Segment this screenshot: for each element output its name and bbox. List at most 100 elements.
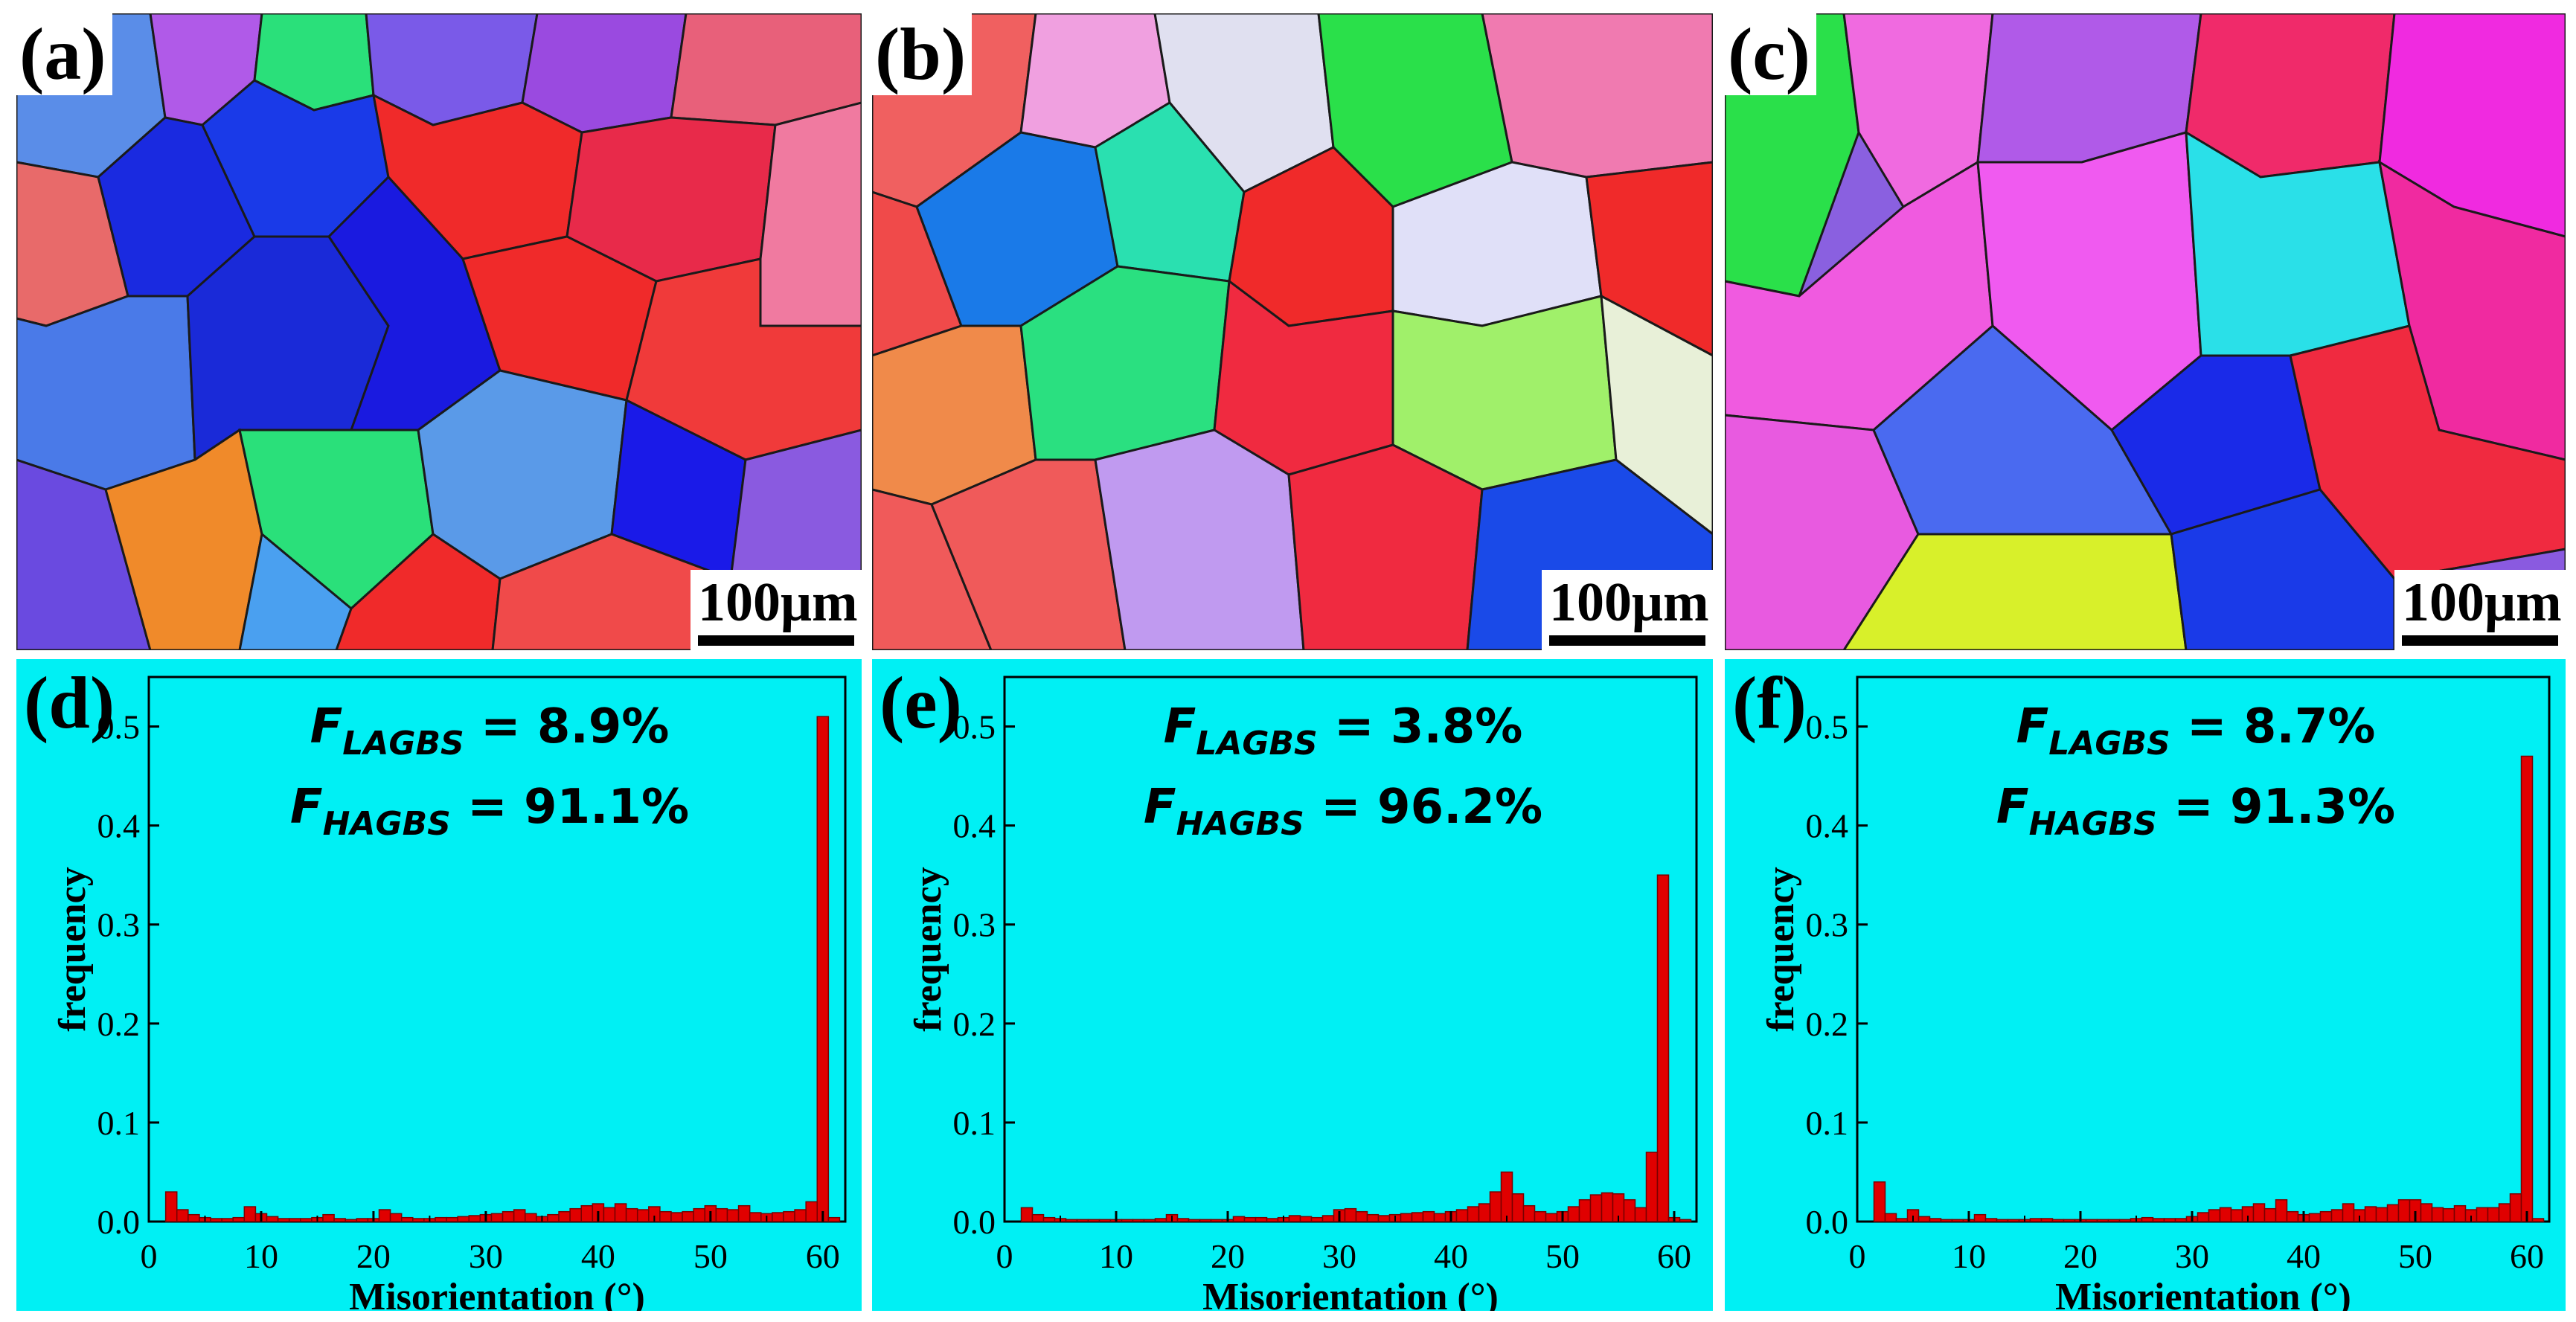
histogram-bar — [1087, 1219, 1100, 1222]
misorientation-histogram-f: 0 10 20 30 40 50 60 0.0 0.1 0.2 0.3 0.4 0.5 Misorient… — [1732, 661, 2551, 1311]
histogram-bar — [1522, 1204, 1536, 1222]
y-tick-label: 0.4 — [953, 807, 996, 845]
histogram-bar — [783, 1210, 795, 1222]
histogram-bar — [749, 1212, 762, 1222]
y-tick-label: 0.5 — [1806, 708, 1849, 746]
histogram-bar — [457, 1216, 470, 1222]
x-tick-label: 40 — [2287, 1237, 2321, 1275]
annotation-fraction: FLAGBS = 3.8% — [1164, 699, 1523, 763]
scale-bar-label-b: 100μm — [1549, 572, 1709, 633]
ebsd-grain-map-b — [872, 13, 1713, 650]
histogram-bar — [1578, 1199, 1592, 1222]
annotation-fraction: FHAGBS = 91.1% — [290, 780, 689, 843]
ebsd-map-b: (b) 100μm — [872, 13, 1713, 650]
histogram-bar — [2319, 1210, 2333, 1222]
x-axis-label: Misorientation (°) — [349, 1276, 645, 1311]
histogram-bar — [2096, 1219, 2109, 1222]
histogram-bar — [1601, 1192, 1614, 1222]
histogram-bar — [1623, 1199, 1636, 1222]
histogram-bar — [513, 1209, 526, 1222]
scale-bar-b: 100μm — [1542, 570, 1713, 650]
histogram-bar — [2208, 1209, 2221, 1222]
histogram-bar — [1634, 1207, 1647, 1222]
x-tick-label: 50 — [693, 1237, 728, 1275]
histogram-bar — [1031, 1213, 1045, 1222]
histogram-bar — [356, 1218, 369, 1222]
histogram-bar — [614, 1203, 627, 1222]
histogram-bar — [1210, 1219, 1223, 1222]
histogram-bar — [2230, 1209, 2243, 1222]
histogram-bar — [1996, 1219, 2009, 1222]
histogram-bar — [2163, 1218, 2176, 1222]
histogram-bar — [1288, 1215, 1301, 1222]
histogram-bar — [794, 1209, 807, 1222]
histogram-bar — [670, 1212, 683, 1222]
panel-label-c: (c) — [1725, 13, 1816, 95]
histogram-bar — [300, 1218, 313, 1222]
histogram-bar — [1042, 1216, 1056, 1222]
histogram-bar — [1873, 1181, 1886, 1222]
histogram-bar — [345, 1219, 358, 1222]
ebsd-grain-map-c — [1725, 13, 2566, 650]
annotation-fraction: FHAGBS = 91.3% — [1996, 780, 2395, 843]
scale-bar-line-a — [698, 635, 854, 646]
histogram-bar — [1500, 1171, 1513, 1222]
x-tick-label: 60 — [806, 1237, 840, 1275]
y-tick-label: 0.3 — [97, 906, 141, 944]
histogram-bar — [2442, 1207, 2455, 1222]
histogram-bar — [2476, 1207, 2489, 1222]
plot-frame — [147, 676, 847, 1223]
histogram-bar — [232, 1216, 246, 1222]
histogram-bar — [726, 1209, 740, 1222]
x-tick-label: 10 — [1099, 1237, 1133, 1275]
histogram-bar — [412, 1218, 425, 1222]
histogram-bar — [2040, 1218, 2054, 1222]
x-tick-label: 0 — [1849, 1237, 1866, 1275]
y-tick-label: 0.5 — [953, 708, 996, 746]
histogram-bar — [2487, 1207, 2500, 1222]
histogram-bar — [2431, 1207, 2444, 1222]
histogram-bar — [2107, 1219, 2121, 1222]
y-tick-label: 0.3 — [953, 906, 996, 944]
histogram-bar — [1176, 1218, 1190, 1222]
histogram-bar — [1645, 1152, 1659, 1222]
x-tick-label: 20 — [2063, 1237, 2098, 1275]
histogram-bar — [435, 1216, 447, 1222]
histogram-bar — [2342, 1203, 2355, 1222]
histogram-bar — [1366, 1213, 1380, 1222]
misorientation-histogram-d: 0 10 20 30 40 50 60 0.0 0.1 0.2 0.3 0.4 0.5 Misorient… — [24, 661, 847, 1311]
histogram-bar — [1232, 1216, 1246, 1222]
histogram-bar — [1098, 1219, 1112, 1222]
annotation-fraction: FLAGBS = 8.7% — [2016, 699, 2376, 763]
histogram-bar — [2397, 1199, 2411, 1222]
histogram-bar — [188, 1213, 200, 1222]
histogram-bar — [1973, 1213, 1987, 1222]
histogram-bar — [693, 1207, 706, 1222]
histogram-bar — [2286, 1210, 2299, 1222]
histogram-bar — [1355, 1210, 1368, 1222]
histogram-bar — [1377, 1215, 1391, 1222]
histogram-bar — [2509, 1193, 2522, 1222]
histogram-panel-f: 0 10 20 30 40 50 60 0.0 0.1 0.2 0.3 0.4 0.5 Misorient… — [1725, 659, 2566, 1311]
x-tick-label: 30 — [1322, 1237, 1356, 1275]
plot-frame — [1856, 676, 2551, 1223]
scale-bar-c: 100μm — [2394, 570, 2566, 650]
x-tick-label: 60 — [1657, 1237, 1691, 1275]
histogram-bar — [1132, 1219, 1145, 1222]
y-tick-label: 0.2 — [953, 1005, 996, 1043]
histogram-bar — [625, 1207, 638, 1222]
y-tick-label: 0.0 — [953, 1203, 996, 1241]
histogram-bar — [2118, 1219, 2132, 1222]
histogram-bar — [164, 1191, 178, 1222]
histogram-bar — [1243, 1216, 1257, 1222]
histogram-bar — [2152, 1218, 2165, 1222]
histogram-bar — [1478, 1203, 1491, 1222]
histogram-bar — [2275, 1199, 2288, 1222]
histogram-bar — [2520, 755, 2534, 1222]
panel-label-b: (b) — [872, 13, 973, 95]
y-tick-label: 0.5 — [97, 708, 141, 746]
histogram-bar — [1567, 1206, 1580, 1222]
histogram-bar — [1656, 874, 1670, 1222]
y-axis-label: frequency — [51, 867, 94, 1031]
histogram-bar — [2308, 1213, 2322, 1222]
